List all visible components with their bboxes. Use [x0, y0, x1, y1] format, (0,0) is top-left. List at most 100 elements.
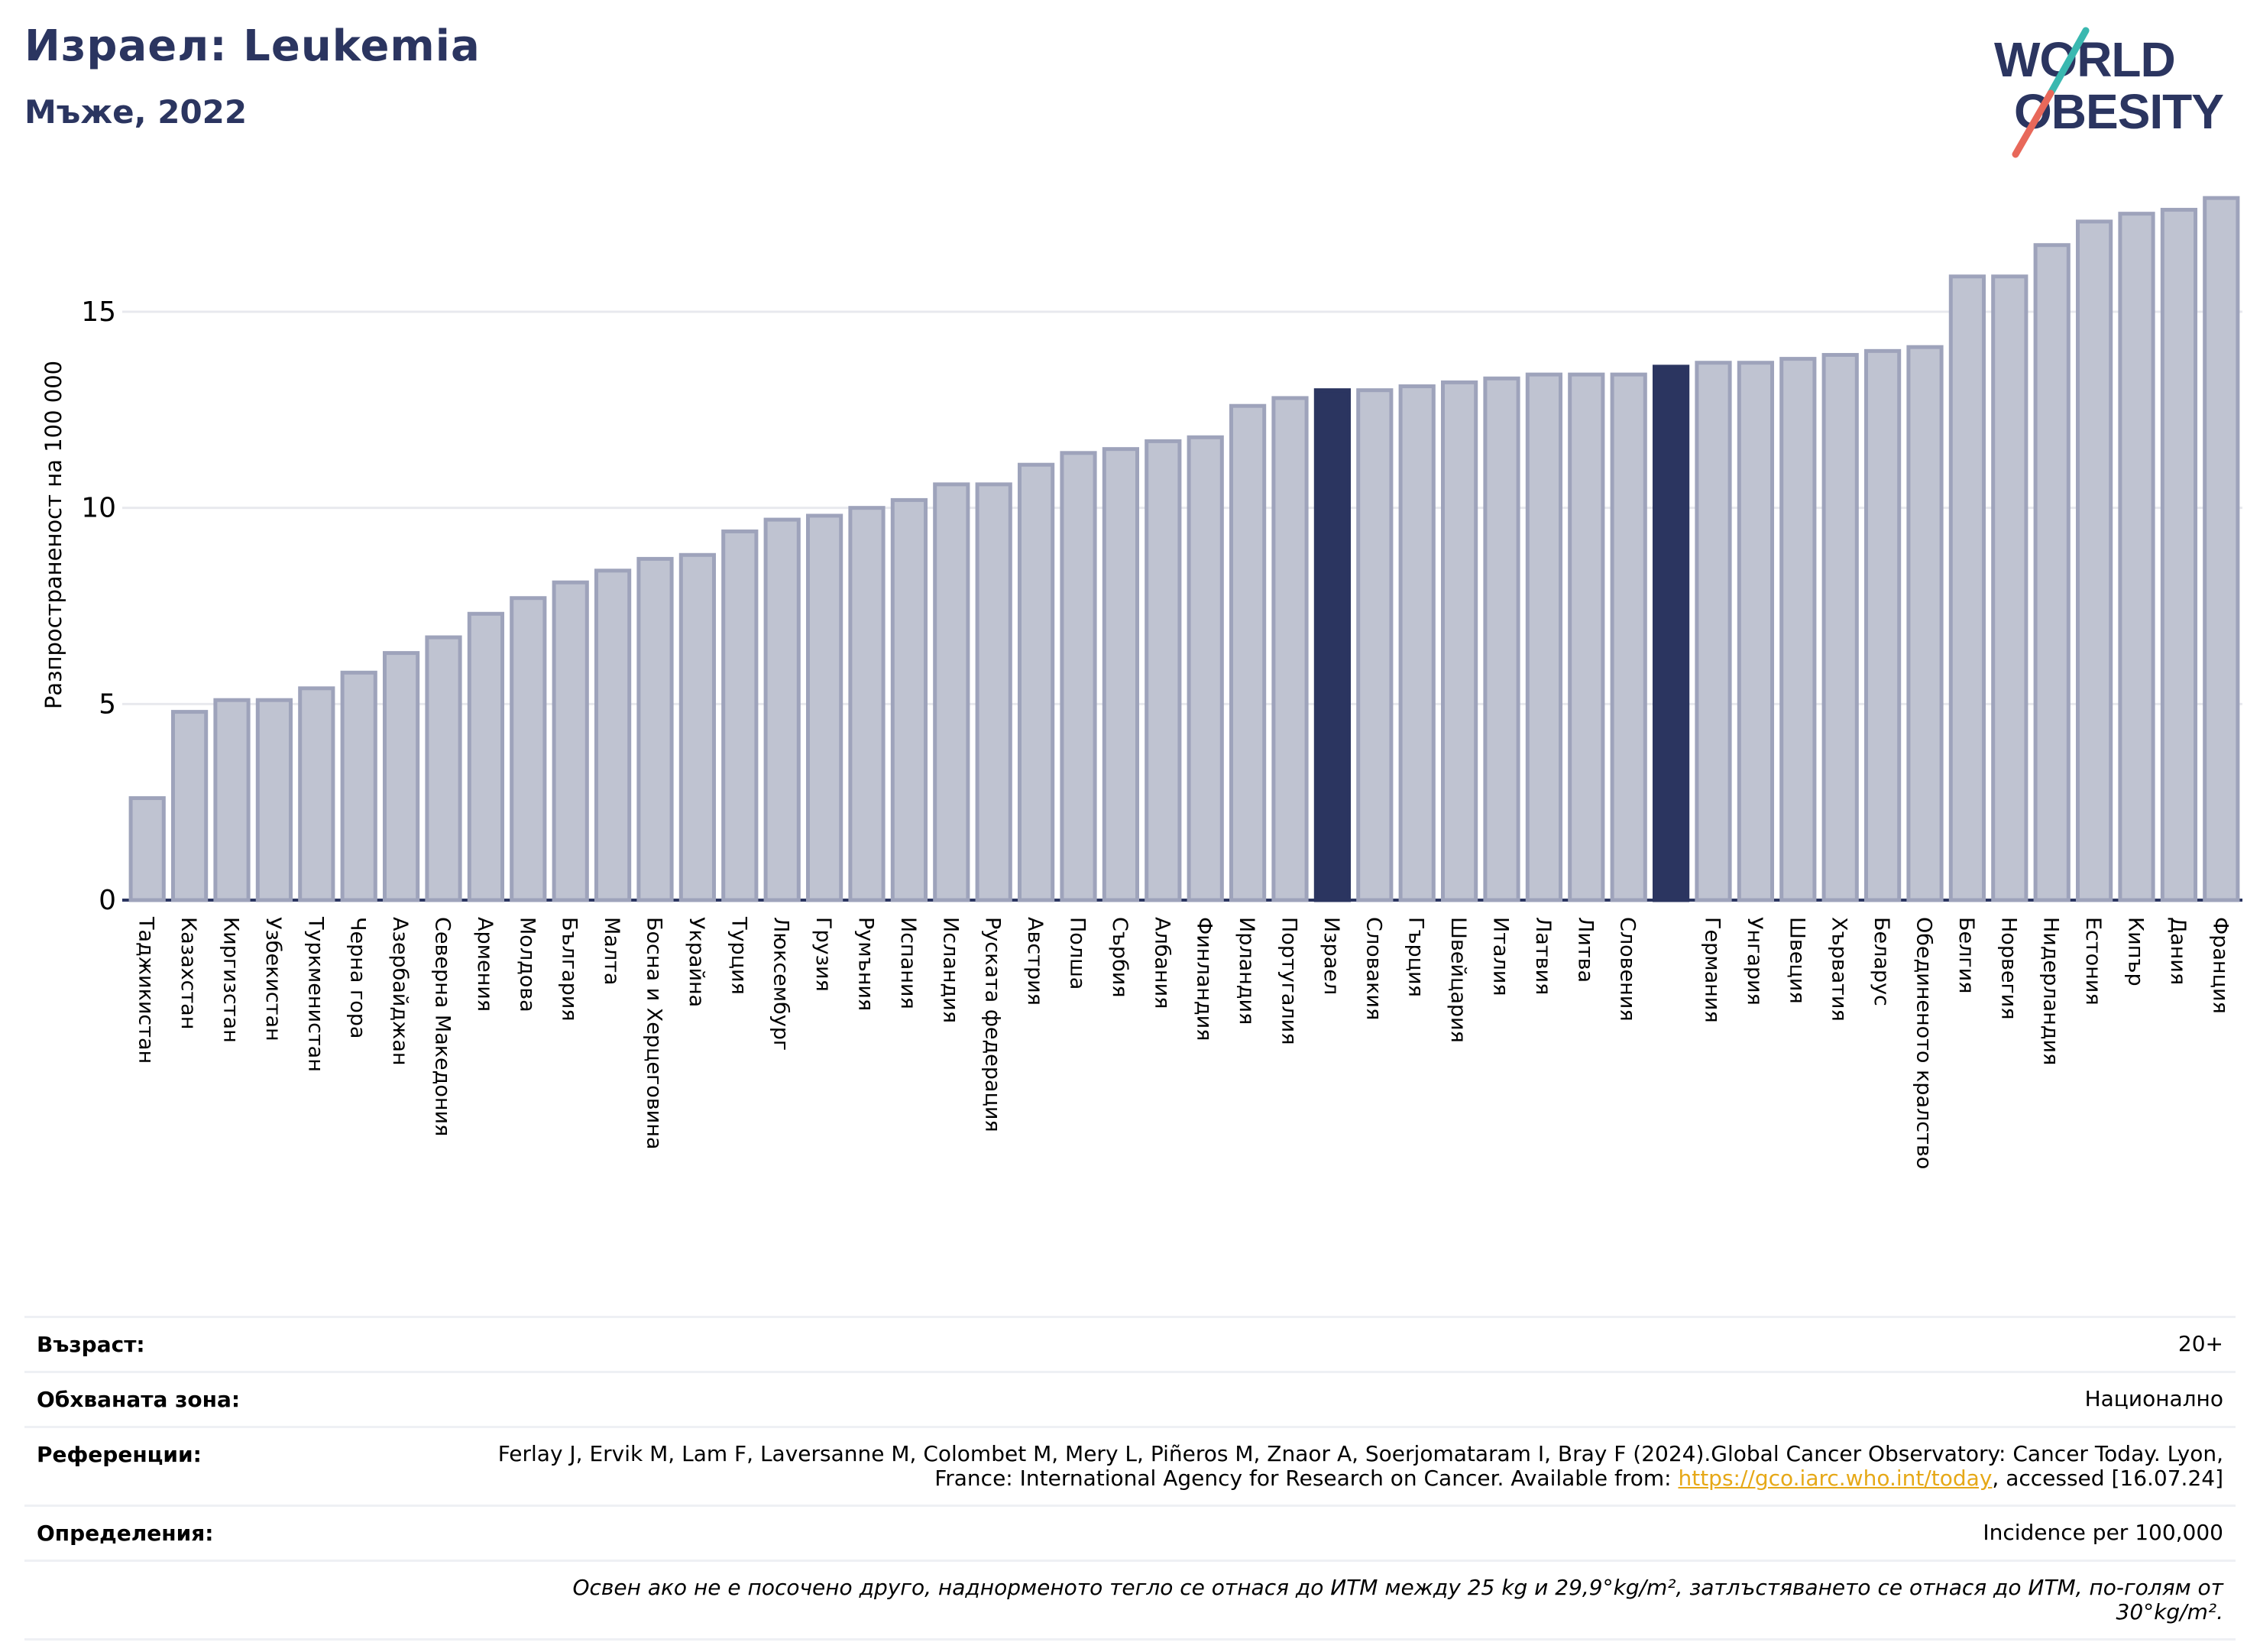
bar — [1102, 447, 1140, 902]
bar — [1017, 462, 1055, 902]
x-tick-label: Грузия — [811, 917, 835, 992]
bar — [425, 635, 462, 902]
bar — [2033, 243, 2071, 902]
x-tick-label: Франция — [2208, 917, 2232, 1014]
x-tick-label: Ирландия — [1235, 917, 1258, 1025]
x-tick-label: Нидерландия — [2039, 917, 2063, 1065]
bar — [1779, 357, 1817, 902]
bar — [1398, 384, 1436, 902]
x-tick-label: Австрия — [1023, 917, 1047, 1006]
x-tick-label: Таджикистан — [134, 916, 158, 1064]
age-label: Възраст: — [37, 1332, 145, 1357]
x-tick-label: Армения — [473, 917, 497, 1012]
x-tick-label: Италия — [1489, 917, 1513, 996]
x-tick-label: Германия — [1701, 917, 1724, 1023]
bar — [1821, 352, 1859, 902]
bar — [1187, 435, 1224, 902]
x-tick-label: Естония — [2081, 917, 2105, 1006]
x-tick-label: Обединеното кралство — [1912, 917, 1936, 1169]
y-tick-label: 15 — [81, 296, 116, 328]
x-tick-label: Швеция — [1785, 917, 1808, 1004]
x-axis-labels: Таджикистан Казахстан Киргизстан Узбекистан… — [134, 916, 2232, 1169]
bar — [1313, 388, 1352, 902]
x-tick-label: Израел — [1319, 917, 1343, 995]
x-tick-label: Украйна — [685, 917, 708, 1007]
y-tick-label: 10 — [81, 493, 116, 524]
y-axis-label: Разпространеност на 100 000 — [40, 361, 66, 709]
bar — [721, 529, 759, 902]
x-tick-label: Унгария — [1743, 917, 1766, 1006]
bar — [678, 552, 717, 902]
x-tick-label: Кипър — [2124, 917, 2148, 986]
x-tick-label: Туркменистан — [303, 916, 327, 1072]
x-tick-label: България — [558, 917, 581, 1022]
bar — [1610, 372, 1647, 902]
y-tick-label: 0 — [99, 885, 116, 916]
bar — [1568, 372, 1605, 902]
x-tick-label: Латвия — [1531, 917, 1555, 995]
x-tick-label: Полша — [1066, 917, 1090, 990]
info-row-definitions: Определения: Incidence per 100,000 — [24, 1505, 2236, 1560]
bar — [763, 517, 801, 902]
bar — [1695, 361, 1732, 902]
references-text: Ferlay J, Ervik M, Lam F, Laversanne M, … — [497, 1441, 2223, 1491]
world-obesity-logo: WORLD OBESITY — [1994, 27, 2224, 158]
bar — [594, 568, 632, 902]
bar — [298, 686, 335, 902]
bar — [1271, 396, 1309, 902]
bar — [933, 482, 970, 902]
x-tick-label: Дания — [2166, 917, 2190, 985]
bar — [1229, 403, 1267, 902]
bar — [1652, 364, 1690, 902]
x-tick-label: Словакия — [1362, 917, 1385, 1020]
chart-title: Израел: Leukemia — [24, 21, 481, 71]
bar — [1863, 348, 1902, 902]
bar — [1483, 376, 1520, 902]
area-label: Обхваната зона: — [37, 1387, 241, 1412]
references-label: Референции: — [37, 1442, 202, 1467]
bar — [2118, 212, 2155, 902]
x-tick-label: Турция — [727, 916, 750, 995]
x-tick-label: Казахстан — [176, 917, 200, 1029]
x-tick-label: Малта — [600, 917, 623, 985]
y-tick-label: 5 — [99, 688, 116, 720]
bar — [2160, 208, 2198, 902]
bars — [128, 196, 2240, 902]
bar — [1145, 439, 1182, 902]
bar — [805, 513, 843, 902]
references-value: Ferlay J, Ervik M, Lam F, Laversanne M, … — [466, 1442, 2223, 1491]
references-link[interactable]: https://gco.iarc.who.int/today — [1678, 1466, 1993, 1491]
age-value: 20+ — [2177, 1331, 2223, 1356]
info-row-note: Освен ако не е посочено друго, наднормен… — [24, 1560, 2236, 1641]
x-tick-label: Исландия — [938, 917, 962, 1023]
x-tick-label: Норвегия — [1996, 917, 2020, 1019]
bar — [1525, 372, 1563, 902]
x-tick-label: Беларус — [1870, 917, 1893, 1006]
x-tick-label: Черна гора — [346, 917, 370, 1038]
references-accessed: , accessed [16.07.24] — [1992, 1466, 2223, 1491]
info-row-references: Референции: Ferlay J, Ervik M, Lam F, La… — [24, 1426, 2236, 1505]
x-tick-label: Албания — [1150, 917, 1174, 1009]
y-axis: 0 5 10 15 — [81, 296, 116, 916]
bar — [170, 710, 209, 902]
bar — [1737, 361, 1775, 902]
info-row-area: Обхваната зона: Национално — [24, 1371, 2236, 1426]
bar — [128, 796, 166, 902]
x-tick-label: Румъния — [854, 917, 878, 1011]
x-tick-label: Испания — [896, 917, 920, 1009]
x-tick-label: Сърбия — [1108, 917, 1132, 998]
bar — [1906, 345, 1944, 902]
bar — [636, 556, 674, 902]
bar — [2075, 219, 2113, 902]
x-tick-label: Белгия — [1954, 917, 1978, 993]
x-tick-label: Финландия — [1193, 917, 1216, 1041]
x-tick-label: Гърция — [1404, 917, 1428, 997]
x-tick-label: Люксембург — [769, 917, 793, 1051]
bar — [213, 698, 251, 902]
bar — [467, 611, 505, 902]
x-tick-label: Словения — [1616, 917, 1640, 1022]
bar — [510, 596, 547, 902]
chart-subtitle: Мъже, 2022 — [24, 93, 248, 131]
x-tick-label: Азербайджан — [388, 917, 412, 1066]
info-table: Възраст: 20+ Обхваната зона: Национално … — [24, 1316, 2236, 1641]
